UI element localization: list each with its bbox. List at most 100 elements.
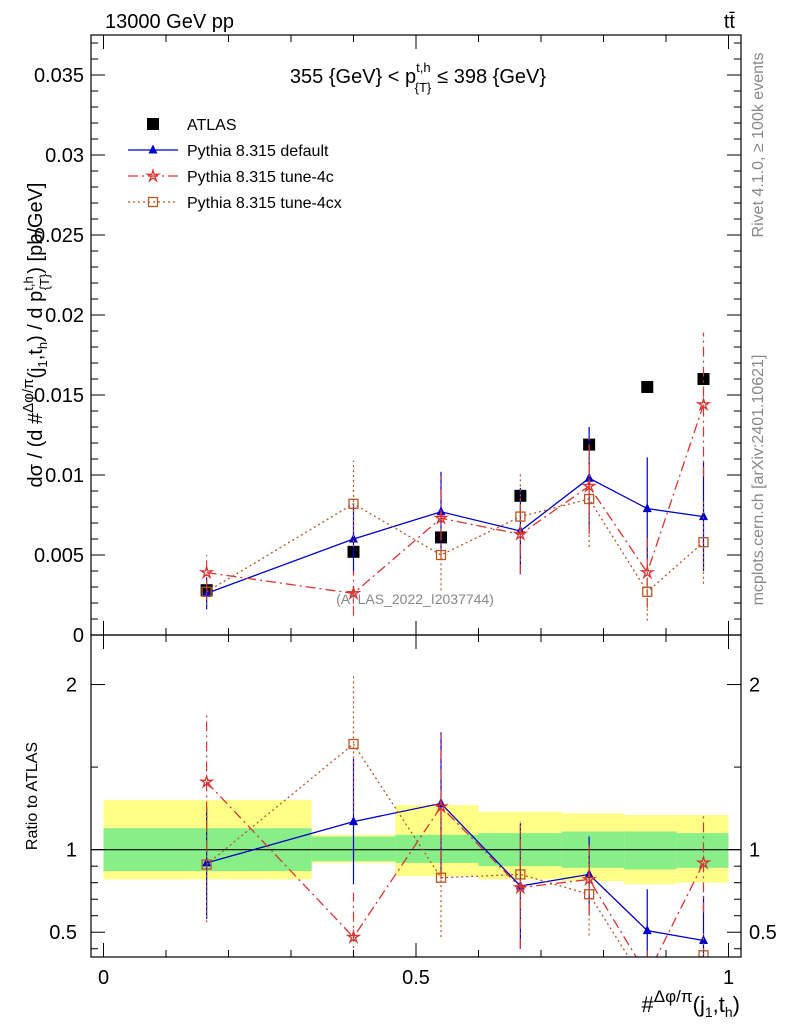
series-3-line bbox=[206, 498, 704, 593]
header-right: tt̄ bbox=[724, 11, 736, 33]
series-3-point-2 bbox=[435, 549, 447, 561]
x-axis-title: #Δφ/π(j1,th) bbox=[642, 987, 740, 1020]
legend-label-0: ATLAS bbox=[187, 117, 237, 134]
svg-text:#Δφ/π(j1,th): #Δφ/π(j1,th) bbox=[642, 987, 740, 1020]
main-series bbox=[198, 332, 712, 621]
series-2-ratio-point-0 bbox=[198, 773, 215, 789]
series-2-ratio bbox=[198, 712, 712, 980]
y-axis-title-frac: Δφ/π bbox=[20, 379, 37, 413]
band-inner-5 bbox=[624, 831, 677, 870]
xtick-label-2: 1 bbox=[723, 967, 734, 989]
header-left: 13000 GeV pp bbox=[105, 11, 234, 33]
legend-entry-1: Pythia 8.315 default bbox=[128, 143, 329, 160]
title-sub: {T} bbox=[415, 80, 432, 95]
x-axis-title-part4: ) bbox=[733, 992, 740, 1017]
series-3-ratio bbox=[201, 674, 709, 957]
main-ytick-label-3: 0.02 bbox=[45, 305, 84, 327]
legend-marker-1 bbox=[148, 144, 158, 154]
series-2-point-4 bbox=[581, 477, 598, 493]
x-axis-title-part3: ,t bbox=[713, 992, 725, 1017]
series-2-ratio-point-4 bbox=[581, 871, 598, 887]
main-ytick-label-4: 0.025 bbox=[34, 225, 84, 247]
ratio-frame bbox=[90, 634, 742, 958]
series-3-ratio-point-0 bbox=[201, 859, 212, 870]
main-ytick-label-5: 0.03 bbox=[45, 145, 84, 167]
ratio-series bbox=[198, 674, 712, 980]
series-1-point-5 bbox=[642, 503, 652, 513]
series-0-point-5 bbox=[641, 381, 654, 393]
series-3-point-0 bbox=[201, 586, 212, 597]
series-3-point-5 bbox=[642, 586, 653, 597]
series-2-ratio-point-3 bbox=[512, 879, 529, 895]
series-1-main bbox=[202, 427, 708, 610]
x-axis-title-part2: (j bbox=[693, 992, 705, 1017]
series-3-ratio-point-6 bbox=[698, 950, 709, 957]
svg-text:dσ / (d #Δφ/π(j1,th) / d pt,h{: dσ / (d #Δφ/π(j1,th) / d pt,h{T}) [pb/Ge… bbox=[20, 183, 52, 488]
y-axis-title-sub2: h bbox=[35, 342, 50, 349]
legend-marker-2 bbox=[145, 167, 161, 183]
title-sup: t,h bbox=[416, 60, 430, 75]
y-axis-title-part5: ) [pb/GeV] bbox=[25, 183, 47, 274]
main-ytick-label-zero: 0 bbox=[73, 625, 84, 647]
main-ytick-label-2: 0.015 bbox=[34, 385, 84, 407]
ratio-ytick-label-right-2: 2 bbox=[749, 675, 760, 697]
series-3-point-3 bbox=[515, 511, 526, 522]
series-3-ratio-point-1 bbox=[348, 738, 359, 750]
series-3-point-4 bbox=[583, 493, 595, 505]
series-3-point-1 bbox=[348, 498, 359, 509]
series-1-point-6 bbox=[699, 511, 708, 521]
series-3-ratio-point-4 bbox=[583, 889, 595, 900]
title-left: 355 {GeV} < p bbox=[290, 66, 416, 88]
analysis-watermark: (ATLAS_2022_I2037744) bbox=[336, 591, 494, 607]
series-1-ratio-point-1 bbox=[349, 816, 358, 826]
watermark-layer: (ATLAS_2022_I2037744) bbox=[336, 591, 494, 607]
legend-entry-3: Pythia 8.315 tune-4cx bbox=[128, 195, 342, 212]
x-axis-title-hash: # bbox=[642, 992, 655, 1017]
y-axis-title-part1: dσ / (d # bbox=[25, 412, 47, 487]
main-ytick-label-6: 0.035 bbox=[34, 65, 84, 87]
legend-label-1: Pythia 8.315 default bbox=[187, 143, 329, 160]
y-axis-title-part3: ,t bbox=[25, 349, 47, 361]
legend-label-2: Pythia 8.315 tune-4c bbox=[187, 169, 334, 186]
axes: 0.005 0.01 0.015 0.02 0.025 0.03 0.035 0 0.5 0.5 1… bbox=[34, 35, 777, 989]
y-axis-title-sub3: {T} bbox=[37, 273, 52, 290]
legend-entry-0: ATLAS bbox=[147, 117, 237, 134]
series-2-point-6 bbox=[695, 396, 712, 412]
main-ytick-label-1: 0.01 bbox=[45, 465, 84, 487]
ratio-ytick-label-right-0: 0.5 bbox=[749, 922, 777, 944]
ratio-y-axis-title: Ratio to ATLAS bbox=[24, 742, 41, 850]
y-axis-title-part2: (j bbox=[25, 368, 47, 379]
series-1-point-4 bbox=[584, 472, 594, 482]
series-3-ratio-point-3 bbox=[515, 869, 526, 880]
series-3-main bbox=[201, 451, 709, 621]
title-text: 355 {GeV} < pt,h {T} ≤ 398 {GeV} bbox=[290, 60, 546, 95]
y-axis-title-sup: t,h bbox=[21, 276, 36, 290]
series-2-main bbox=[198, 332, 712, 616]
series-2-ratio-point-6 bbox=[695, 854, 712, 870]
series-1-point-0 bbox=[202, 587, 212, 597]
rivet-label: Rivet 4.1.0, ≥ 100k events bbox=[750, 53, 767, 238]
series-1-point-1 bbox=[349, 533, 358, 543]
legend: ATLAS Pythia 8.315 default Pythia 8.315 tu… bbox=[128, 117, 342, 212]
series-0-main bbox=[200, 373, 710, 597]
legend-label-3: Pythia 8.315 tune-4cx bbox=[187, 195, 342, 212]
series-2-point-1 bbox=[345, 585, 362, 601]
mcplots-label: mcplots.cern.ch [arXiv:2401.10621] bbox=[750, 355, 767, 606]
y-axis-title: dσ / (d #Δφ/π(j1,th) / d pt,h{T}) [pb/Ge… bbox=[20, 183, 52, 488]
band-inner-6 bbox=[676, 833, 729, 868]
ratio-ytick-label-right-1: 1 bbox=[749, 840, 760, 862]
x-axis-title-frac: Δφ/π bbox=[654, 987, 693, 1006]
series-2-point-0 bbox=[198, 564, 215, 580]
series-1-ratio-point-5 bbox=[642, 925, 652, 935]
ratio-ytick-label-left-1: 1 bbox=[66, 840, 77, 862]
series-2-ratio-point-5 bbox=[642, 969, 653, 980]
ratio-ytick-label-left-2: 2 bbox=[66, 675, 77, 697]
x-axis-title-sub1: 1 bbox=[705, 1004, 713, 1020]
series-2-ratio-point-2 bbox=[433, 798, 449, 814]
legend-marker-3 bbox=[147, 196, 159, 208]
band-inner-2 bbox=[395, 834, 479, 863]
title-right: ≤ 398 {GeV} bbox=[437, 66, 546, 88]
ratio-uncertainty-bands bbox=[91, 800, 741, 885]
y-axis-title-part4: ) / d p bbox=[25, 291, 47, 342]
